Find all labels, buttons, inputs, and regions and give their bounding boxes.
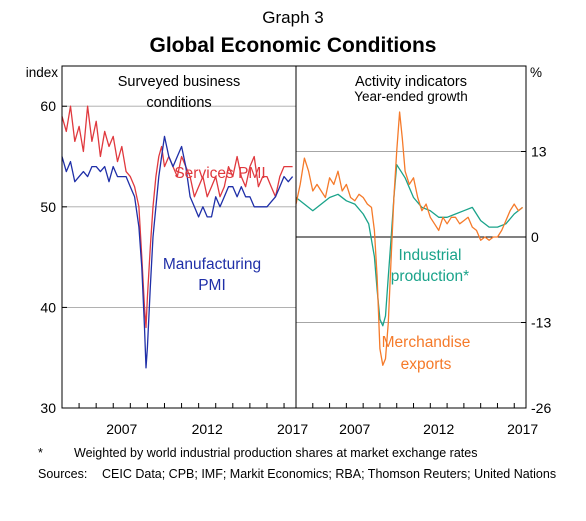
notes-section: * Weighted by world industrial productio… bbox=[38, 446, 558, 482]
xtick-label-left-1: 2012 bbox=[192, 421, 223, 437]
ytick-label-right-3: 13 bbox=[531, 144, 547, 160]
series-label-services-0: Services PMI bbox=[174, 165, 265, 182]
series-label-industrial-0: Industrial bbox=[399, 247, 462, 264]
xtick-label-right-1: 2012 bbox=[423, 421, 454, 437]
grid-layer bbox=[62, 105, 526, 323]
footnote-text: Weighted by world industrial production … bbox=[74, 446, 478, 460]
series-line-services bbox=[61, 105, 293, 329]
ytick-label-left-3: 60 bbox=[40, 98, 56, 114]
series-label-exports-0: Merchandise bbox=[382, 334, 471, 351]
footnote-row: * Weighted by world industrial productio… bbox=[38, 446, 558, 461]
axis-unit-left: index bbox=[26, 65, 59, 80]
ytick-label-right-0: -26 bbox=[531, 400, 551, 416]
series-line-manufacturing bbox=[61, 135, 294, 369]
series-label-manufacturing-0: Manufacturing bbox=[163, 256, 261, 273]
ytick-label-right-1: -13 bbox=[531, 315, 551, 331]
series-label-manufacturing-1: PMI bbox=[198, 277, 226, 294]
text-layer: 30 40 50 60 2007 2012 2017 Services PMI Manufact… bbox=[26, 65, 552, 437]
xtick-label-right-0: 2007 bbox=[339, 421, 370, 437]
panel-title-left-0: Surveyed business bbox=[118, 74, 241, 90]
sources-label: Sources: bbox=[38, 467, 88, 481]
series-label-industrial-1: production* bbox=[391, 268, 469, 285]
ytick-label-right-2: 0 bbox=[531, 229, 539, 245]
chart-title: Global Economic Conditions bbox=[149, 34, 437, 57]
ytick-label-left-2: 50 bbox=[40, 199, 56, 215]
series-label-exports-1: exports bbox=[401, 356, 452, 373]
panel-subtitle-right: Year-ended growth bbox=[354, 89, 468, 104]
sources-row: Sources: CEIC Data; CPB; IMF; Markit Eco… bbox=[38, 467, 558, 482]
xtick-label-right-2: 2017 bbox=[507, 421, 538, 437]
panel-title-left-1: conditions bbox=[146, 95, 211, 111]
xtick-label-left-2: 2017 bbox=[277, 421, 308, 437]
series-line-exports bbox=[295, 111, 524, 366]
series-line-industrial bbox=[295, 164, 524, 327]
series-layer bbox=[61, 105, 524, 369]
graph-number-label: Graph 3 bbox=[262, 8, 324, 27]
sources-text: CEIC Data; CPB; IMF; Markit Economics; R… bbox=[102, 467, 557, 481]
footnote-marker: * bbox=[38, 446, 43, 460]
plot-frame bbox=[61, 65, 527, 409]
ytick-label-left-1: 40 bbox=[40, 299, 56, 315]
frame-layer bbox=[61, 65, 527, 409]
chart-area: 30 40 50 60 2007 2012 2017 Services PMI Manufact… bbox=[26, 65, 552, 437]
xtick-label-left-0: 2007 bbox=[106, 421, 137, 437]
ytick-label-left-0: 30 bbox=[40, 400, 56, 416]
axis-unit-right: % bbox=[530, 65, 542, 80]
panel-title-right-0: Activity indicators bbox=[355, 74, 467, 90]
